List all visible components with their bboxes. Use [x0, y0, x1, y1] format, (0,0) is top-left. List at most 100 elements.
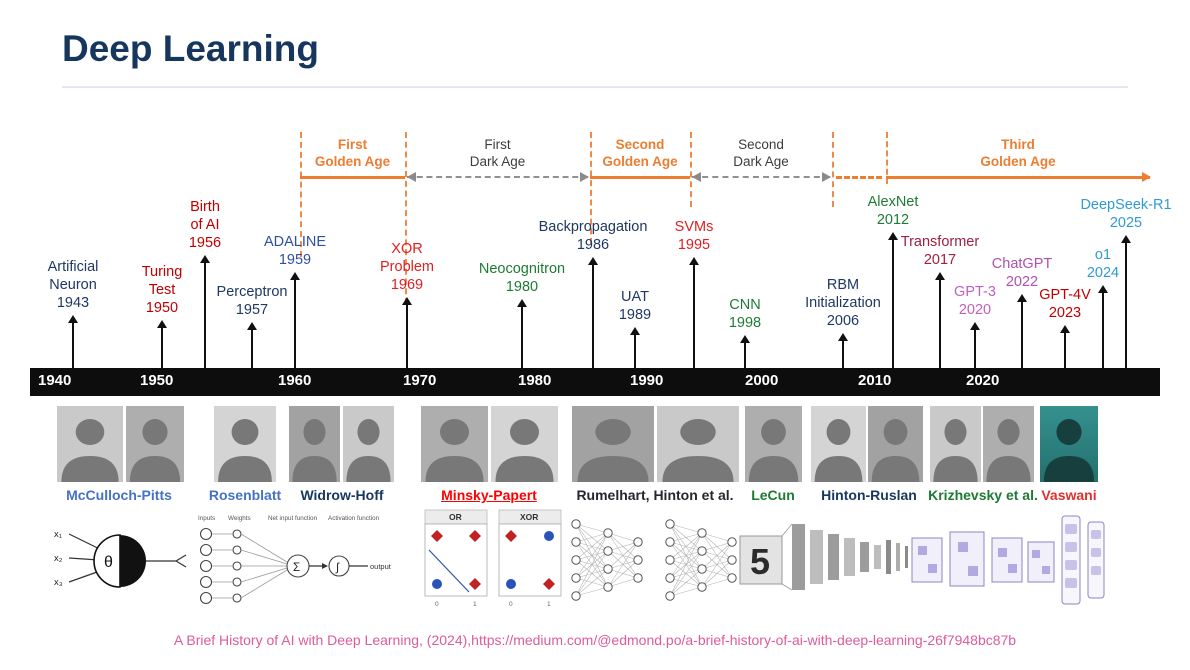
event-arrowhead-alexnet: [888, 232, 898, 240]
event-arrow-birth-of-ai: [204, 262, 206, 368]
event-deepseek-r1: DeepSeek-R1 2025: [1080, 197, 1172, 231]
perceptron-output-label: output: [370, 562, 392, 571]
era-boundary-dashed-line: [590, 132, 592, 244]
event-arrow-backpropagation: [592, 264, 594, 368]
event-xor-problem: XOR Problem 1969: [380, 241, 434, 293]
neural-network-diagrams: [571, 519, 737, 601]
photo-lecun-1: [745, 406, 802, 482]
event-o1: o1 2024: [1086, 247, 1120, 281]
event-arrowhead-gpt-3: [970, 322, 980, 330]
event-arrowhead-neocognitron: [517, 299, 527, 307]
photo-vaswani-1: [1040, 406, 1098, 482]
event-arrowhead-birth-of-ai: [200, 255, 210, 263]
cnn-digit: 5: [750, 541, 770, 582]
event-arrow-adaline: [294, 279, 296, 368]
event-arrow-artificial-neuron: [72, 322, 74, 368]
photo-rumelhart-hinton-2: [657, 406, 739, 482]
event-chatgpt: ChatGPT 2022: [991, 256, 1053, 290]
event-transformer: Transformer 2017: [900, 234, 980, 268]
era-line-arrowhead: [580, 172, 589, 182]
era-boundary-dashed-line: [832, 132, 834, 207]
photo-krizhevsky-2: [983, 406, 1034, 482]
photo-mcculloch-pitts-1: [57, 406, 123, 482]
event-uat: UAT 1989: [618, 289, 652, 323]
perceptron-sum-symbol: Σ: [293, 562, 300, 574]
era-line-second-golden-age: [590, 176, 690, 179]
photo-hinton-ruslan-2: [868, 406, 923, 482]
timeline-bar: 1940 1950 1960 1970 1980 1990 2000 2010 2020: [30, 368, 1160, 396]
event-arrowhead-o1: [1098, 285, 1108, 293]
era-line-arrowhead: [822, 172, 831, 182]
event-arrowhead-svms: [689, 257, 699, 265]
photo-widrow-hoff-1: [289, 406, 340, 482]
decade-label-1980: 1980: [518, 372, 552, 389]
era-label-first-dark-age: First Dark Age: [469, 137, 526, 169]
event-backpropagation: Backpropagation 1986: [538, 219, 648, 253]
decade-label-1940: 1940: [38, 372, 72, 389]
era-line-golden-transition: [836, 176, 882, 179]
event-arrowhead-backpropagation: [588, 257, 598, 265]
event-arrow-xor-problem: [406, 304, 408, 368]
decade-label-2020: 2020: [966, 372, 1000, 389]
event-cnn: CNN 1998: [728, 297, 762, 331]
era-line-second-dark-age: [692, 176, 830, 178]
event-arrowhead-chatgpt: [1017, 294, 1027, 302]
era-label-second-dark-age: Second Dark Age: [733, 137, 789, 169]
event-arrowhead-artificial-neuron: [68, 315, 78, 323]
xor-tick-1: 1: [547, 601, 551, 608]
neuron-input-x1: x₁: [54, 529, 62, 540]
era-boundary-dashed-line: [405, 132, 407, 304]
perceptron-activation-symbol: ∫: [335, 562, 340, 574]
event-arrow-neocognitron: [521, 306, 523, 368]
event-arrow-gpt-3: [974, 329, 976, 368]
person-name-rosenblatt: Rosenblatt: [208, 487, 282, 503]
perceptron-diagram: Inputs Weights Net input function Activa…: [198, 515, 392, 605]
era-line-third-golden-age: [886, 176, 1150, 179]
minsky-papert-xor-plots: OR XOR 0 1 0 1: [424, 509, 562, 608]
event-gpt-3: GPT-3 2020: [954, 284, 996, 318]
xor-plot-title: XOR: [520, 512, 538, 522]
photo-minsky-papert-2: [491, 406, 558, 482]
era-label-first-golden-age: First Golden Age: [314, 137, 391, 169]
decade-label-1960: 1960: [278, 372, 312, 389]
event-arrowhead-turing-test: [157, 320, 167, 328]
photo-rumelhart-hinton-1: [572, 406, 654, 482]
event-alexnet: AlexNet 2012: [867, 194, 919, 228]
event-arrow-chatgpt: [1021, 301, 1023, 368]
event-rbm-initialization: RBM Initialization 2006: [805, 277, 881, 329]
person-name-widrow-hoff: Widrow-Hoff: [300, 487, 384, 503]
event-arrowhead-perceptron: [247, 322, 257, 330]
person-name-rumelhart-hinton: Rumelhart, Hinton et al.: [576, 487, 734, 503]
citation: A Brief History of AI with Deep Learning…: [173, 632, 1017, 648]
event-arrowhead-transformer: [935, 272, 945, 280]
perceptron-header-weights: Weights: [228, 515, 251, 522]
photo-krizhevsky-1: [930, 406, 981, 482]
event-turing-test: Turing Test 1950: [141, 264, 183, 316]
person-name-mcculloch-pitts: McCulloch-Pitts: [66, 487, 172, 503]
photo-rosenblatt-1: [214, 406, 276, 482]
photo-mcculloch-pitts-2: [126, 406, 184, 482]
event-arrowhead-xor-problem: [402, 297, 412, 305]
era-line-arrowhead: [407, 172, 416, 182]
event-arrow-uat: [634, 334, 636, 368]
event-neocognitron: Neocognitron 1980: [478, 261, 566, 295]
person-name-minsky-papert: Minsky-Papert: [441, 487, 537, 503]
event-arrowhead-uat: [630, 327, 640, 335]
neuron-theta: θ: [104, 554, 113, 571]
mcculloch-pitts-neuron-diagram: x₁ x₂ x₃ θ: [54, 529, 187, 588]
era-label-second-golden-age: Second Golden Age: [602, 137, 678, 169]
event-arrow-gpt-4v: [1064, 332, 1066, 368]
event-arrow-deepseek-r1: [1125, 242, 1127, 368]
event-arrowhead-cnn: [740, 335, 750, 343]
lenet-cnn-diagram: 5: [739, 523, 908, 591]
or-tick-0: 0: [435, 601, 439, 608]
era-boundary-dashed-line: [690, 132, 692, 207]
event-birth-of-ai: Birth of AI 1956: [188, 199, 222, 251]
era-boundary-dashed-line: [300, 132, 302, 257]
event-arrow-o1: [1102, 292, 1104, 368]
event-gpt-4v: GPT-4V 2023: [1039, 287, 1091, 321]
decade-label-2010: 2010: [858, 372, 892, 389]
event-arrow-rbm-initialization: [842, 340, 844, 368]
perceptron-header-activation: Activation function: [328, 515, 380, 522]
neuron-input-x2: x₂: [54, 553, 63, 564]
